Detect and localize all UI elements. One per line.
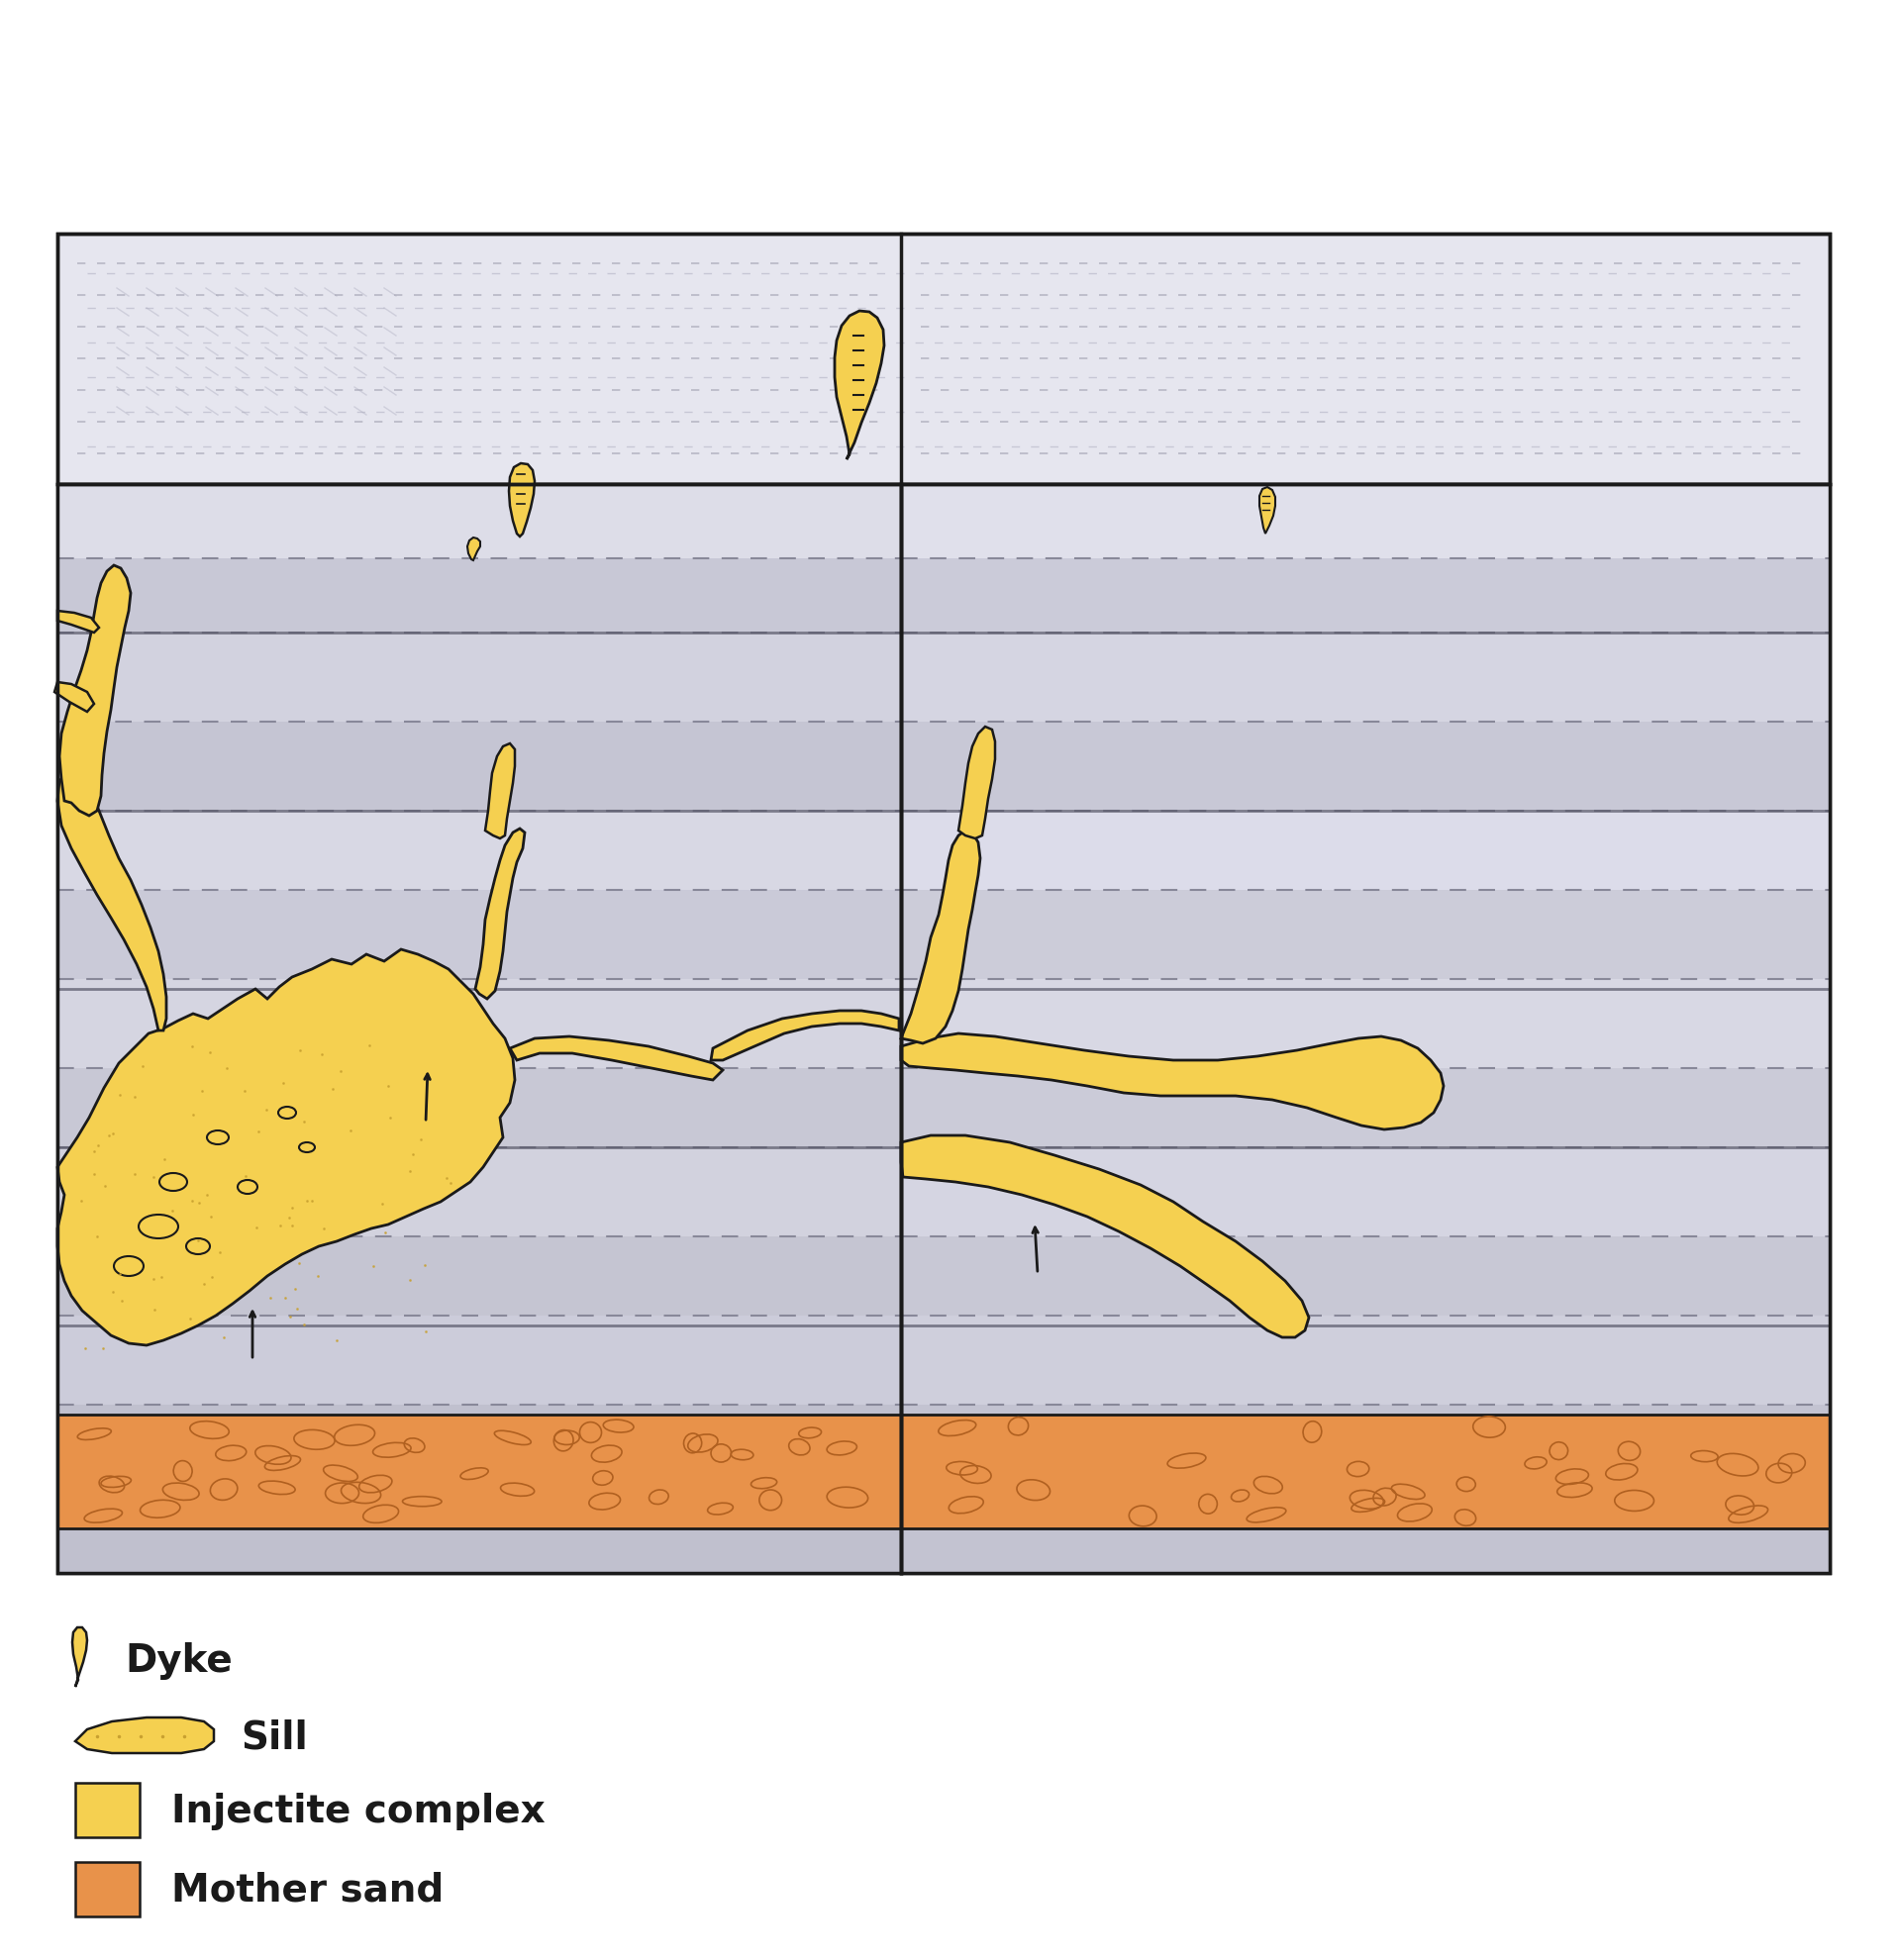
Polygon shape: [57, 1149, 901, 1237]
Polygon shape: [901, 831, 981, 1045]
Polygon shape: [57, 811, 901, 890]
Ellipse shape: [238, 1180, 257, 1194]
Polygon shape: [57, 723, 901, 811]
Polygon shape: [901, 1315, 1829, 1405]
Polygon shape: [57, 951, 515, 1347]
Polygon shape: [57, 612, 99, 633]
Polygon shape: [901, 633, 1829, 723]
Polygon shape: [895, 235, 1829, 484]
Polygon shape: [901, 1415, 1829, 1529]
Polygon shape: [1258, 488, 1276, 535]
Ellipse shape: [298, 1143, 316, 1152]
Polygon shape: [57, 559, 901, 633]
Polygon shape: [57, 1494, 901, 1574]
Polygon shape: [901, 1035, 1443, 1129]
Polygon shape: [901, 484, 1829, 1574]
Polygon shape: [901, 811, 1829, 890]
Polygon shape: [57, 235, 1829, 484]
Polygon shape: [835, 312, 884, 461]
Polygon shape: [901, 1494, 1829, 1574]
Polygon shape: [485, 745, 515, 839]
Polygon shape: [76, 1717, 213, 1752]
Bar: [76, 1784, 139, 1837]
Polygon shape: [901, 484, 1829, 559]
Bar: [76, 1862, 139, 1917]
Polygon shape: [55, 682, 93, 711]
Ellipse shape: [139, 1215, 179, 1239]
Polygon shape: [475, 829, 525, 1000]
Ellipse shape: [186, 1239, 209, 1254]
Polygon shape: [901, 1149, 1829, 1237]
Polygon shape: [901, 1405, 1829, 1494]
Polygon shape: [958, 727, 994, 839]
Polygon shape: [57, 1315, 901, 1405]
Polygon shape: [57, 1068, 901, 1149]
Polygon shape: [901, 1137, 1310, 1337]
Polygon shape: [57, 772, 167, 1031]
Text: Sill: Sill: [241, 1719, 308, 1756]
Polygon shape: [57, 890, 901, 980]
Polygon shape: [711, 1011, 899, 1060]
Polygon shape: [901, 890, 1829, 980]
Polygon shape: [57, 1405, 901, 1494]
Ellipse shape: [114, 1256, 144, 1276]
Polygon shape: [509, 465, 534, 537]
Polygon shape: [57, 484, 901, 559]
Polygon shape: [57, 1415, 901, 1529]
Polygon shape: [901, 980, 1829, 1068]
Polygon shape: [72, 1627, 87, 1688]
Polygon shape: [57, 235, 895, 484]
Polygon shape: [901, 559, 1829, 633]
Text: Dyke: Dyke: [125, 1641, 232, 1680]
Polygon shape: [57, 980, 901, 1068]
Polygon shape: [59, 566, 131, 815]
Text: Injectite complex: Injectite complex: [171, 1791, 546, 1829]
Ellipse shape: [278, 1107, 297, 1119]
Polygon shape: [901, 723, 1829, 811]
Polygon shape: [901, 1237, 1829, 1315]
Polygon shape: [901, 1068, 1829, 1149]
Ellipse shape: [160, 1174, 186, 1192]
Polygon shape: [57, 633, 901, 723]
Ellipse shape: [207, 1131, 228, 1145]
Polygon shape: [57, 484, 901, 1574]
Text: Mother sand: Mother sand: [171, 1872, 443, 1909]
Polygon shape: [468, 539, 481, 561]
Polygon shape: [509, 1037, 722, 1080]
Polygon shape: [57, 1237, 901, 1315]
